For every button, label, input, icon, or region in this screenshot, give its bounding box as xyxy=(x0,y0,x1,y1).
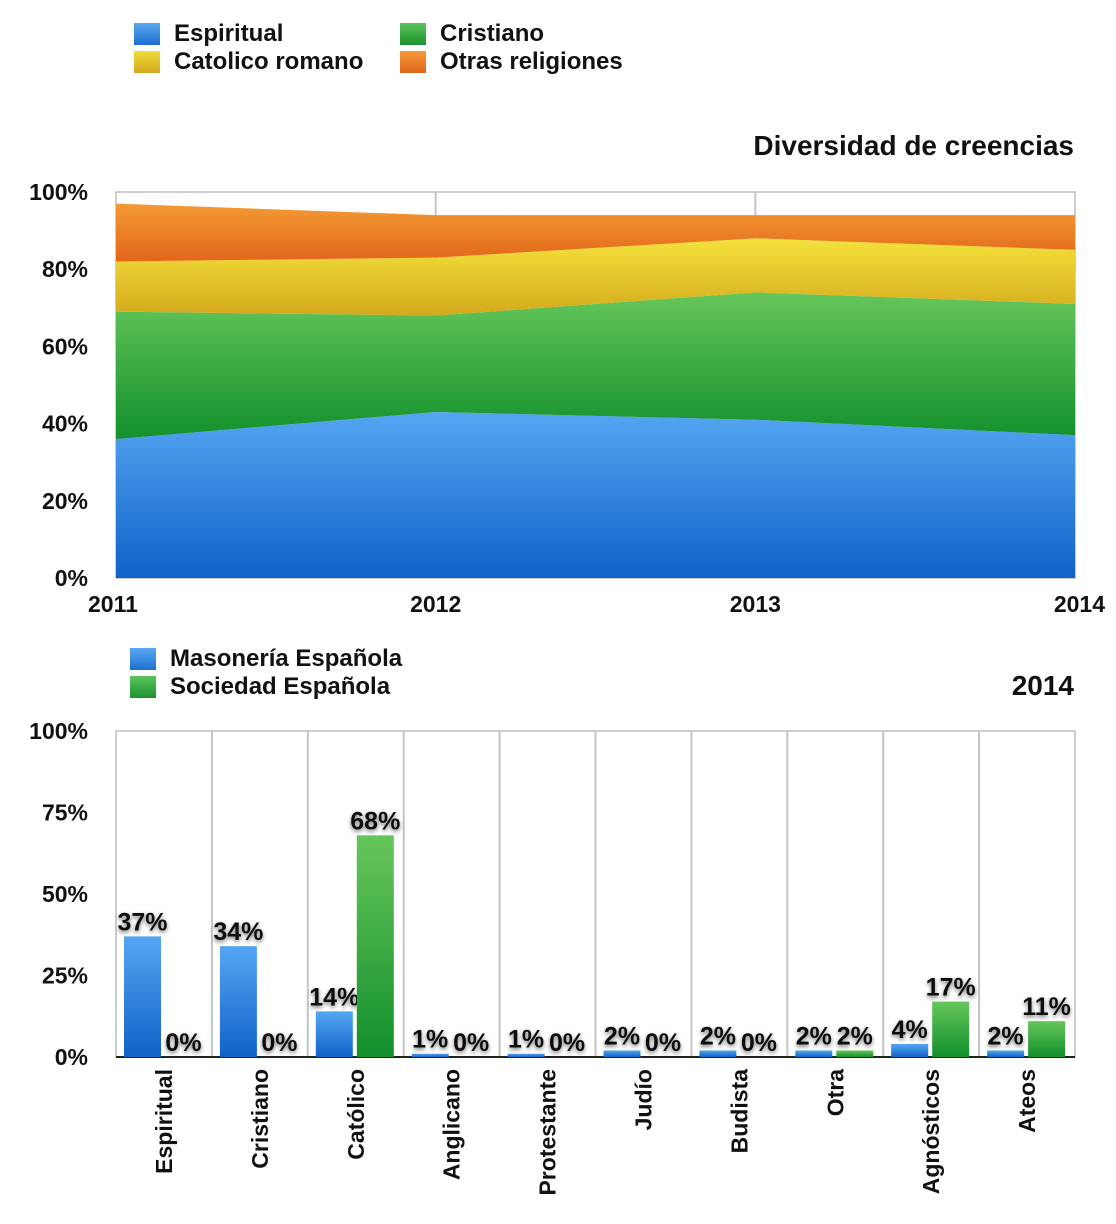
area-chart: 0% 20% 40% 60% 80% 100% 2011 2012 2013 2014 xyxy=(29,179,1105,617)
x-tick-label: Budista xyxy=(726,1069,752,1154)
legend-swatch-catolico-romano xyxy=(134,51,160,73)
bar-masoneria xyxy=(219,946,257,1057)
bar-data-label: 0% xyxy=(165,1029,201,1057)
y-tick-label: 0% xyxy=(55,1044,88,1070)
x-tick-label: Anglicano xyxy=(439,1069,465,1180)
bar-chart-title: 2014 xyxy=(1011,670,1074,701)
bar-sociedad xyxy=(356,835,394,1057)
bar-masoneria xyxy=(987,1050,1025,1057)
legend-label: Catolico romano xyxy=(174,48,364,75)
y-tick-label: 20% xyxy=(42,488,88,514)
y-tick-label: 0% xyxy=(55,565,88,591)
y-tick-label: 40% xyxy=(42,411,88,437)
legend-swatch-otras-religiones xyxy=(400,51,426,73)
y-tick-label: 60% xyxy=(42,333,88,359)
bar-data-label: 11% xyxy=(1022,993,1071,1021)
bar-data-label: 2% xyxy=(796,1022,832,1050)
bar-data-label: 0% xyxy=(453,1029,489,1057)
bar-data-label: 34% xyxy=(213,918,263,946)
bar-data-label: 2% xyxy=(988,1022,1024,1050)
area-series-cristiano xyxy=(116,292,1075,440)
bar-chart: 37% 0% Espiritual 34% 0% Cristiano 14% 68% Catól… xyxy=(29,718,1076,1196)
x-tick-label: 2014 xyxy=(1054,591,1105,617)
bar-sociedad xyxy=(932,1001,970,1057)
bar-masoneria xyxy=(411,1053,449,1057)
bar-masoneria xyxy=(795,1050,833,1057)
x-tick-label: 2011 xyxy=(88,591,138,617)
bar-data-label: 68% xyxy=(350,807,400,835)
bar-masoneria xyxy=(603,1050,641,1057)
area-series-espiritual xyxy=(116,412,1075,578)
bar-masoneria xyxy=(124,936,161,1057)
x-tick-label: Protestante xyxy=(535,1069,561,1196)
legend-item-cristiano: Cristiano xyxy=(400,20,544,48)
y-tick-label: 80% xyxy=(42,256,88,282)
bar-data-label: 1% xyxy=(412,1026,448,1054)
y-tick-label: 25% xyxy=(42,963,88,989)
bar-data-label: 2% xyxy=(604,1022,640,1050)
x-tick-label: Agnósticos xyxy=(918,1069,944,1194)
bar-sociedad xyxy=(836,1050,874,1057)
bar-masoneria xyxy=(507,1053,545,1057)
legend-item-sociedad: Sociedad Española xyxy=(130,673,390,701)
bar-sociedad xyxy=(1028,1021,1066,1057)
legend-swatch-espiritual xyxy=(134,23,160,45)
x-tick-label: Cristiano xyxy=(247,1069,273,1169)
bar-data-label: 37% xyxy=(117,908,167,936)
legend-swatch-cristiano xyxy=(400,23,426,45)
bar-data-label: 0% xyxy=(645,1029,681,1057)
legend-label: Otras religiones xyxy=(440,48,623,75)
legend-label: Cristiano xyxy=(440,20,545,47)
y-tick-label: 100% xyxy=(29,718,88,744)
x-tick-label: 2013 xyxy=(730,591,781,617)
y-tick-label: 50% xyxy=(42,881,88,907)
area-series-otras-religiones xyxy=(116,203,1075,262)
legend-item-catolico-romano: Catolico romano xyxy=(134,48,363,76)
legend-item-masoneria: Masonería Española xyxy=(130,645,402,673)
bar-data-label: 1% xyxy=(508,1026,544,1054)
x-tick-label: Otra xyxy=(822,1069,848,1117)
bar-data-label: 17% xyxy=(926,974,976,1002)
legend-swatch-sociedad xyxy=(130,676,156,698)
legend-label: Masonería Española xyxy=(170,645,403,672)
bar-data-label: 4% xyxy=(892,1016,928,1044)
y-tick-label: 100% xyxy=(29,179,88,205)
x-tick-label: 2012 xyxy=(410,591,461,617)
bar-masoneria xyxy=(891,1043,929,1057)
area-chart-title: Diversidad de creencias xyxy=(753,130,1074,161)
area-series-catolico-romano xyxy=(116,238,1075,316)
bar-data-label: 0% xyxy=(549,1029,585,1057)
bar-data-label: 0% xyxy=(741,1029,777,1057)
x-tick-label: Judío xyxy=(630,1069,656,1130)
bar-masoneria xyxy=(699,1050,737,1057)
legend-item-espiritual: Espiritual xyxy=(134,20,283,48)
bar-data-label: 0% xyxy=(261,1029,297,1057)
x-tick-label: Ateos xyxy=(1014,1069,1040,1133)
bar-data-label: 2% xyxy=(837,1022,873,1050)
x-tick-label: Católico xyxy=(343,1069,369,1160)
legend-label: Sociedad Española xyxy=(170,673,391,700)
x-tick-label: Espiritual xyxy=(151,1069,177,1174)
bar-data-label: 2% xyxy=(700,1022,736,1050)
y-tick-label: 75% xyxy=(42,800,88,826)
legend-swatch-masoneria xyxy=(130,648,156,670)
bar-data-label: 14% xyxy=(309,983,359,1011)
legend-label: Espiritual xyxy=(174,20,284,47)
bar-masoneria xyxy=(315,1011,353,1057)
legend-item-otras-religiones: Otras religiones xyxy=(400,48,623,76)
